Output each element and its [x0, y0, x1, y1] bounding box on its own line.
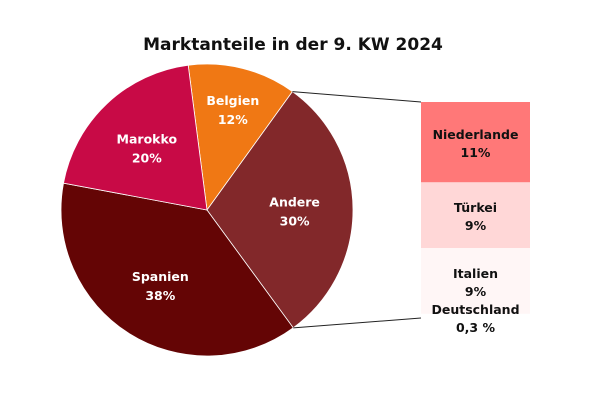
breakdown-value-label: 0,3 %	[456, 320, 495, 335]
breakdown-value-label: 11%	[461, 145, 491, 160]
pie-slice-spanien	[60, 182, 294, 357]
breakdown-label: Deutschland	[431, 302, 519, 317]
breakdown-bar-deutschland	[421, 313, 530, 316]
breakdown-value-label: 9%	[465, 218, 487, 233]
slice-value-label: 30%	[280, 214, 310, 229]
slice-value-label: 12%	[218, 112, 248, 127]
breakdown-label: Niederlande	[433, 127, 519, 142]
slice-label: Andere	[269, 195, 320, 210]
breakdown-value-label: 9%	[465, 284, 487, 299]
breakdown-label: Türkei	[454, 200, 497, 215]
connector-line-bottom	[293, 317, 422, 329]
connector-line-top	[292, 91, 422, 103]
breakdown-bar-türkei	[421, 182, 530, 249]
slice-label: Marokko	[117, 131, 178, 146]
pie-slice-andere	[206, 91, 354, 329]
slice-value-label: 20%	[132, 150, 162, 165]
breakdown-label: Italien	[453, 266, 498, 281]
breakdown-bar-niederlande	[421, 102, 530, 183]
chart-title: Marktanteile in der 9. KW 2024	[143, 35, 443, 55]
pie-slice-belgien	[187, 63, 293, 212]
slice-value-label: 38%	[145, 288, 175, 303]
slice-label: Belgien	[206, 93, 259, 108]
breakdown-bar-italien	[421, 248, 530, 314]
pie-slice-marokko	[63, 64, 208, 211]
slice-label: Spanien	[132, 269, 189, 284]
